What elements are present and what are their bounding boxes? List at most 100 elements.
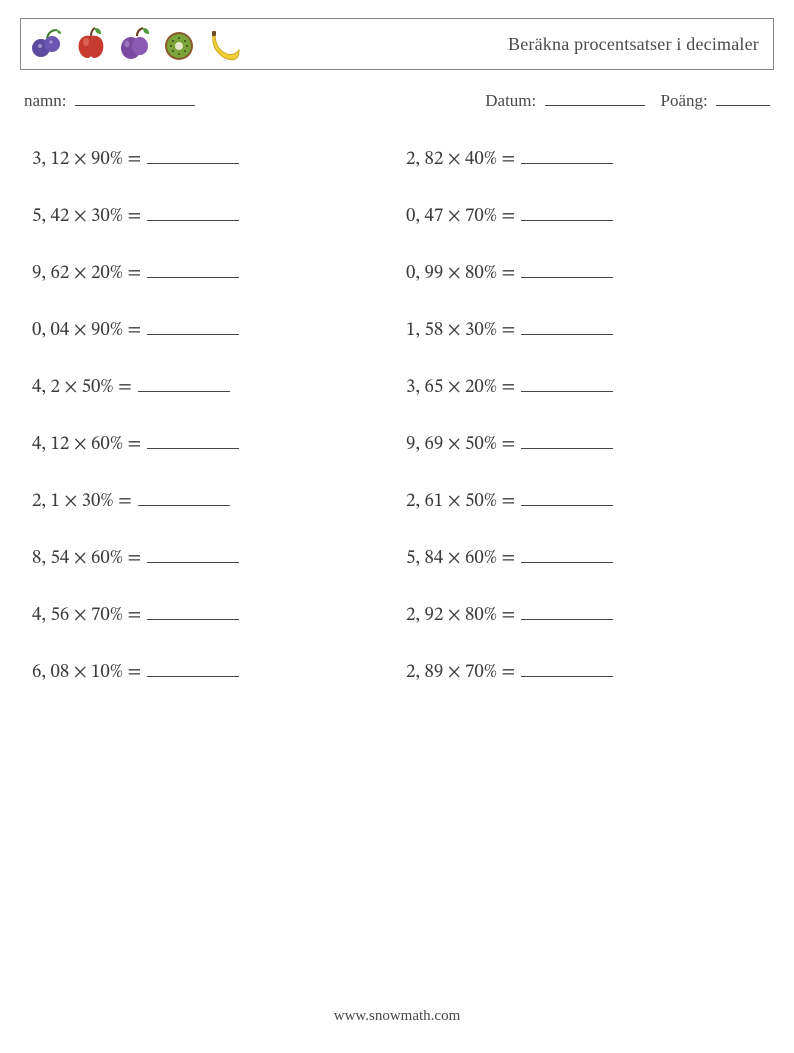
plum-icon (115, 24, 155, 64)
problem-item: 0, 47×70% = (406, 202, 762, 229)
blueberries-icon (27, 24, 67, 64)
operand-b: 60% (91, 435, 123, 454)
name-label: namn: (24, 91, 67, 110)
answer-blank[interactable] (147, 658, 239, 677)
answer-blank[interactable] (521, 544, 613, 563)
operand-a: 2, 61 (406, 492, 443, 511)
name-blank[interactable] (75, 88, 195, 106)
operand-b: 90% (91, 150, 123, 169)
operand-a: 5, 84 (406, 549, 443, 568)
operand-b: 80% (465, 264, 497, 283)
problem-item: 3, 65×20% = (406, 373, 762, 400)
operand-a: 2, 82 (406, 150, 443, 169)
answer-blank[interactable] (147, 430, 239, 449)
multiply-sign: × (69, 606, 91, 625)
problem-item: 5, 84×60% = (406, 544, 762, 571)
problem-item: 3, 12×90% = (32, 145, 388, 172)
answer-blank[interactable] (521, 658, 613, 677)
equals-sign: = (501, 150, 515, 169)
score-label: Poäng: (661, 91, 708, 110)
operand-a: 0, 99 (406, 264, 443, 283)
problem-item: 9, 69×50% = (406, 430, 762, 457)
operand-a: 0, 47 (406, 207, 443, 226)
answer-blank[interactable] (521, 145, 613, 164)
problem-item: 0, 99×80% = (406, 259, 762, 286)
operand-a: 3, 65 (406, 378, 443, 397)
multiply-sign: × (443, 321, 465, 340)
operand-b: 30% (82, 492, 114, 511)
operand-b: 50% (465, 435, 497, 454)
operand-a: 0, 04 (32, 321, 69, 340)
answer-blank[interactable] (147, 601, 239, 620)
answer-blank[interactable] (147, 145, 239, 164)
multiply-sign: × (443, 264, 465, 283)
equals-sign: = (127, 264, 141, 283)
operand-a: 1, 58 (406, 321, 443, 340)
answer-blank[interactable] (521, 202, 613, 221)
answer-blank[interactable] (521, 601, 613, 620)
answer-blank[interactable] (138, 487, 230, 506)
equals-sign: = (501, 606, 515, 625)
answer-blank[interactable] (147, 316, 239, 335)
operand-a: 2, 92 (406, 606, 443, 625)
operand-b: 30% (465, 321, 497, 340)
problem-item: 4, 12×60% = (32, 430, 388, 457)
worksheet-page: Beräkna procentsatser i decimaler namn: … (0, 0, 794, 1053)
answer-blank[interactable] (521, 430, 613, 449)
equals-sign: = (501, 492, 515, 511)
operand-b: 20% (91, 264, 123, 283)
multiply-sign: × (443, 492, 465, 511)
fruit-icon-row (27, 19, 243, 69)
equals-sign: = (127, 435, 141, 454)
operand-b: 20% (465, 378, 497, 397)
equals-sign: = (501, 321, 515, 340)
score-blank[interactable] (716, 88, 770, 106)
answer-blank[interactable] (521, 259, 613, 278)
operand-a: 3, 12 (32, 150, 69, 169)
answer-blank[interactable] (147, 259, 239, 278)
multiply-sign: × (69, 435, 91, 454)
operand-b: 90% (91, 321, 123, 340)
header-box: Beräkna procentsatser i decimaler (20, 18, 774, 70)
multiply-sign: × (443, 549, 465, 568)
problem-item: 8, 54×60% = (32, 544, 388, 571)
score-field: Poäng: (661, 88, 770, 111)
answer-blank[interactable] (521, 316, 613, 335)
operand-a: 4, 56 (32, 606, 69, 625)
operand-b: 40% (465, 150, 497, 169)
equals-sign: = (501, 207, 515, 226)
equals-sign: = (501, 435, 515, 454)
operand-b: 70% (91, 606, 123, 625)
multiply-sign: × (60, 378, 82, 397)
equals-sign: = (501, 378, 515, 397)
meta-row: namn: Datum: Poäng: (24, 88, 770, 111)
equals-sign: = (127, 549, 141, 568)
date-blank[interactable] (545, 88, 645, 106)
date-label: Datum: (485, 91, 536, 110)
equals-sign: = (501, 549, 515, 568)
date-field: Datum: (485, 88, 644, 111)
operand-b: 60% (91, 549, 123, 568)
equals-sign: = (118, 378, 132, 397)
operand-b: 50% (465, 492, 497, 511)
problem-item: 2, 61×50% = (406, 487, 762, 514)
answer-blank[interactable] (138, 373, 230, 392)
problem-item: 0, 04×90% = (32, 316, 388, 343)
answer-blank[interactable] (521, 373, 613, 392)
problem-item: 9, 62×20% = (32, 259, 388, 286)
problem-item: 2, 89×70% = (406, 658, 762, 685)
equals-sign: = (118, 492, 132, 511)
answer-blank[interactable] (521, 487, 613, 506)
answer-blank[interactable] (147, 544, 239, 563)
operand-b: 70% (465, 207, 497, 226)
operand-b: 80% (465, 606, 497, 625)
operand-a: 8, 54 (32, 549, 69, 568)
answer-blank[interactable] (147, 202, 239, 221)
operand-a: 5, 42 (32, 207, 69, 226)
worksheet-title: Beräkna procentsatser i decimaler (508, 34, 759, 55)
multiply-sign: × (69, 549, 91, 568)
equals-sign: = (127, 321, 141, 340)
kiwi-icon (159, 24, 199, 64)
multiply-sign: × (69, 207, 91, 226)
operand-a: 2, 89 (406, 663, 443, 682)
